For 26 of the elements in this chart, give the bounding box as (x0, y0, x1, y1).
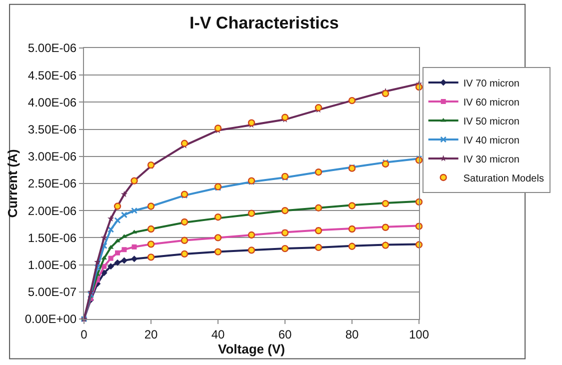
x-tick-label: 100 (408, 327, 430, 342)
x-axis-title: Voltage (V) (218, 341, 285, 356)
x-tick-label: 40 (211, 327, 225, 342)
y-tick-label: 0.00E+00 (24, 312, 77, 326)
y-tick-label: 2.00E-06 (28, 204, 77, 218)
y-tick-label: 2.50E-06 (28, 176, 77, 191)
y-tick-label: 4.50E-06 (28, 68, 77, 82)
legend-label: IV 30 micron (463, 154, 520, 166)
y-tick-label: 5.00E-06 (28, 41, 77, 56)
y-tick-label: 5.00E-07 (28, 285, 77, 300)
chart-title: I-V Characteristics (189, 13, 339, 32)
x-tick-label: 20 (144, 327, 158, 342)
x-tick-label: 0 (80, 327, 88, 342)
y-tick-label: 1.50E-06 (28, 230, 77, 245)
legend-label: IV 50 micron (463, 116, 520, 128)
y-tick-label: 1.00E-06 (28, 258, 77, 272)
x-tick-label: 60 (278, 327, 292, 342)
legend-label: IV 60 micron (463, 97, 520, 108)
x-tick-label: 80 (345, 327, 359, 342)
legend-label: IV 70 micron (463, 78, 520, 90)
legend-label: Saturation Models (463, 173, 544, 184)
y-tick-label: 4.00E-06 (28, 95, 77, 110)
y-tick-label: 3.50E-06 (28, 122, 77, 136)
y-axis-title: Current (A) (4, 149, 20, 218)
legend-label: IV 40 micron (463, 135, 520, 146)
y-tick-label: 3.00E-06 (28, 150, 77, 164)
